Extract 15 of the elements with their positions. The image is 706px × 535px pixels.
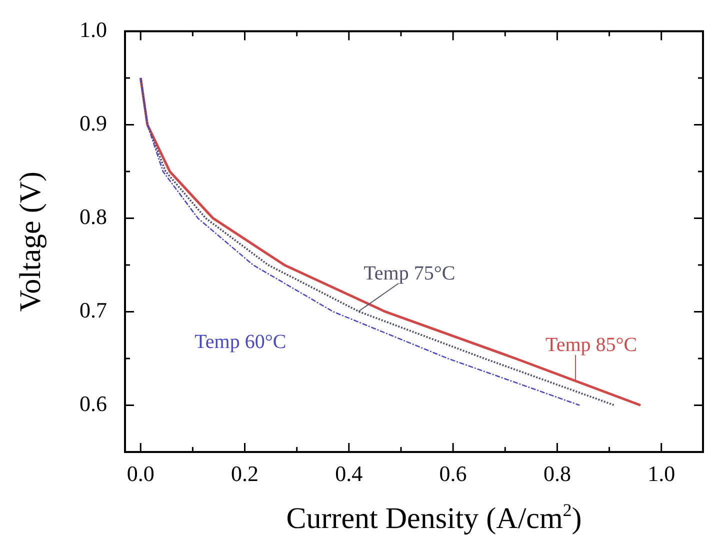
- y-tick-label: 0.7: [80, 298, 107, 323]
- series-label: Temp 85°C: [546, 334, 638, 356]
- x-tick-label: 0.8: [543, 460, 571, 486]
- y-tick-label: 1.0: [80, 16, 107, 42]
- y-tick-label: 0.8: [80, 204, 107, 230]
- x-tick-label: 0.6: [439, 460, 467, 486]
- x-tick-label: 0.0: [126, 460, 154, 486]
- text: Temp 60°C: [194, 330, 286, 353]
- series-label: Temp 75°C: [364, 262, 456, 284]
- x-tick-label: 0.4: [335, 460, 363, 486]
- x-tick-label: 0.2: [231, 460, 259, 486]
- y-tick-label: 0.6: [80, 391, 107, 416]
- y-axis-title: Voltage (V): [14, 171, 47, 312]
- y-tick-label: 0.9: [80, 110, 107, 136]
- x-tick-label: 1.0: [648, 460, 676, 486]
